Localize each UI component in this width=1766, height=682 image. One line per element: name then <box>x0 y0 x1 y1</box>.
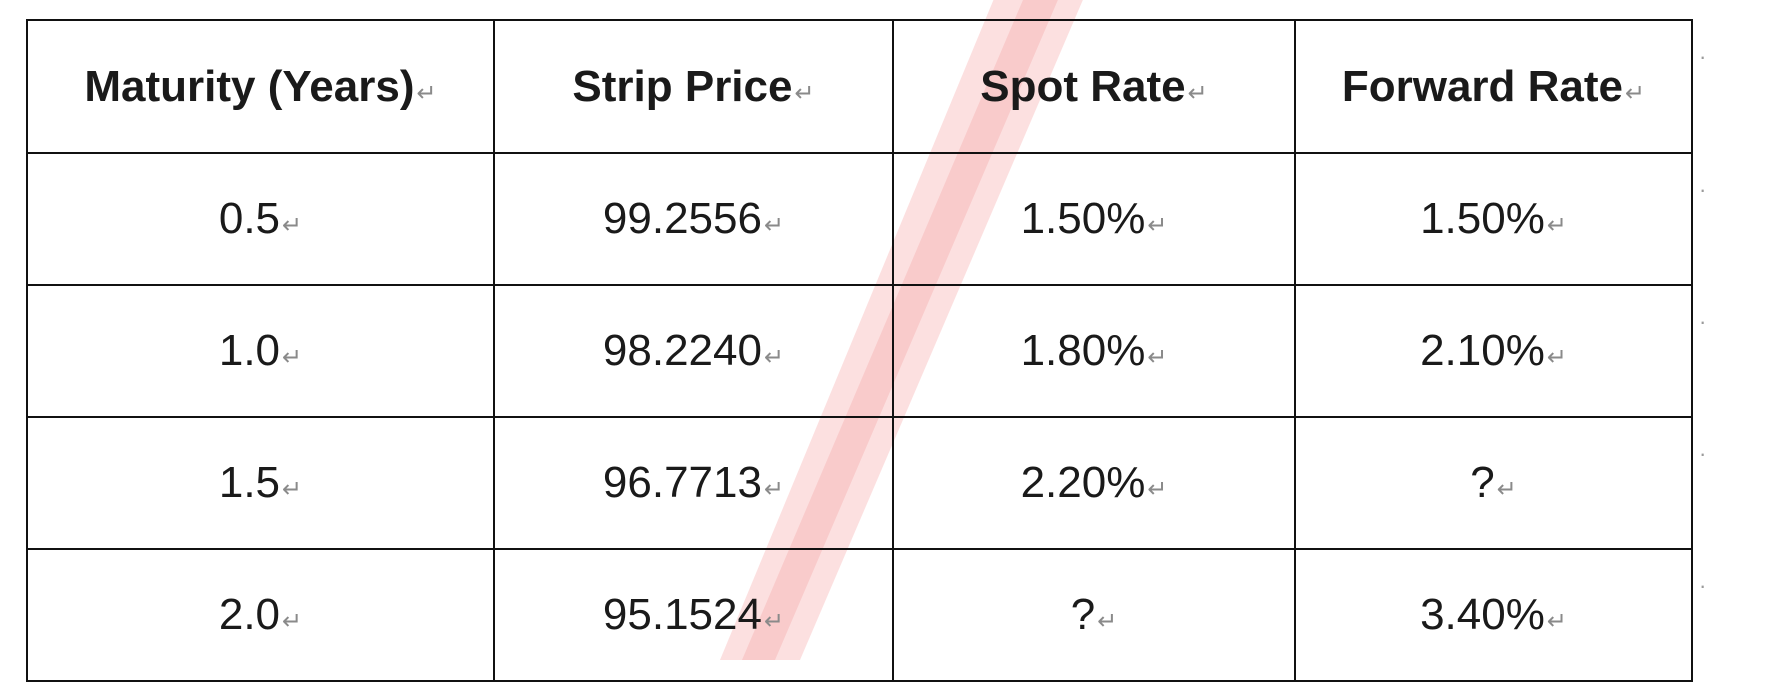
cell-forward-rate: ?↵ <box>1294 416 1693 550</box>
table-row: 1.0↵ 98.2240↵ 1.80%↵ 2.10%↵ · <box>26 284 1718 418</box>
table-row: 1.5↵ 96.7713↵ 2.20%↵ ?↵ · <box>26 416 1718 550</box>
header-row: Maturity (Years)↵ Strip Price↵ Spot Rate… <box>26 19 1718 154</box>
cell-maturity: 1.0↵ <box>26 284 495 418</box>
table-row: 2.0↵ 95.1524↵ ?↵ 3.40%↵ · <box>26 548 1718 682</box>
cell-maturity: 2.0↵ <box>26 548 495 682</box>
cell-maturity: 1.5↵ <box>26 416 495 550</box>
cell-forward-rate: 2.10%↵ <box>1294 284 1693 418</box>
header-spot-rate: Spot Rate↵ <box>892 19 1296 154</box>
cell-spot-rate: 1.80%↵ <box>892 284 1296 418</box>
row-end-mark: · <box>1699 177 1707 202</box>
cell-maturity: 0.5↵ <box>26 152 495 286</box>
paragraph-mark-icon: ↵ <box>1546 608 1567 635</box>
rates-table: Maturity (Years)↵ Strip Price↵ Spot Rate… <box>26 19 1719 682</box>
paragraph-mark-icon: ↵ <box>763 212 785 239</box>
paragraph-mark-icon: ↵ <box>1546 212 1567 239</box>
cell-spot-rate: 1.50%↵ <box>892 152 1296 286</box>
paragraph-mark-icon: ↵ <box>282 476 303 503</box>
cell-strip-price: 99.2556↵ <box>493 152 894 286</box>
row-end-mark: · <box>1699 44 1707 69</box>
paragraph-mark-icon: ↵ <box>1496 476 1517 503</box>
cell-strip-price: 98.2240↵ <box>493 284 894 418</box>
paragraph-mark-icon: ↵ <box>1625 79 1646 107</box>
paragraph-mark-icon: ↵ <box>763 344 785 371</box>
paragraph-mark-icon: ↵ <box>1187 79 1208 107</box>
cell-spot-rate: 2.20%↵ <box>892 416 1296 550</box>
cell-spot-rate: ?↵ <box>892 548 1296 682</box>
header-maturity: Maturity (Years)↵ <box>26 19 495 154</box>
row-end-mark: · <box>1699 309 1707 334</box>
cell-forward-rate: 3.40%↵ <box>1294 548 1693 682</box>
cell-strip-price: 96.7713↵ <box>493 416 894 550</box>
paragraph-mark-icon: ↵ <box>1147 476 1168 503</box>
row-end-mark: · <box>1699 573 1707 598</box>
row-end-mark: · <box>1699 441 1707 466</box>
paragraph-mark-icon: ↵ <box>763 608 785 635</box>
header-forward-rate: Forward Rate↵ <box>1294 19 1693 154</box>
paragraph-mark-icon: ↵ <box>763 476 785 503</box>
cell-forward-rate: 1.50%↵ <box>1294 152 1693 286</box>
paragraph-mark-icon: ↵ <box>282 608 303 635</box>
paragraph-mark-icon: ↵ <box>1147 212 1168 239</box>
header-strip-price: Strip Price↵ <box>493 19 894 154</box>
paragraph-mark-icon: ↵ <box>282 212 303 239</box>
paragraph-mark-icon: ↵ <box>794 79 815 107</box>
paragraph-mark-icon: ↵ <box>282 344 303 371</box>
paragraph-mark-icon: ↵ <box>1097 608 1118 635</box>
paragraph-mark-icon: ↵ <box>416 79 437 107</box>
paragraph-mark-icon: ↵ <box>1546 344 1567 371</box>
table-row: 0.5↵ 99.2556↵ 1.50%↵ 1.50%↵ · <box>26 152 1718 286</box>
cell-strip-price: 95.1524↵ <box>493 548 894 682</box>
paragraph-mark-icon: ↵ <box>1147 344 1168 371</box>
